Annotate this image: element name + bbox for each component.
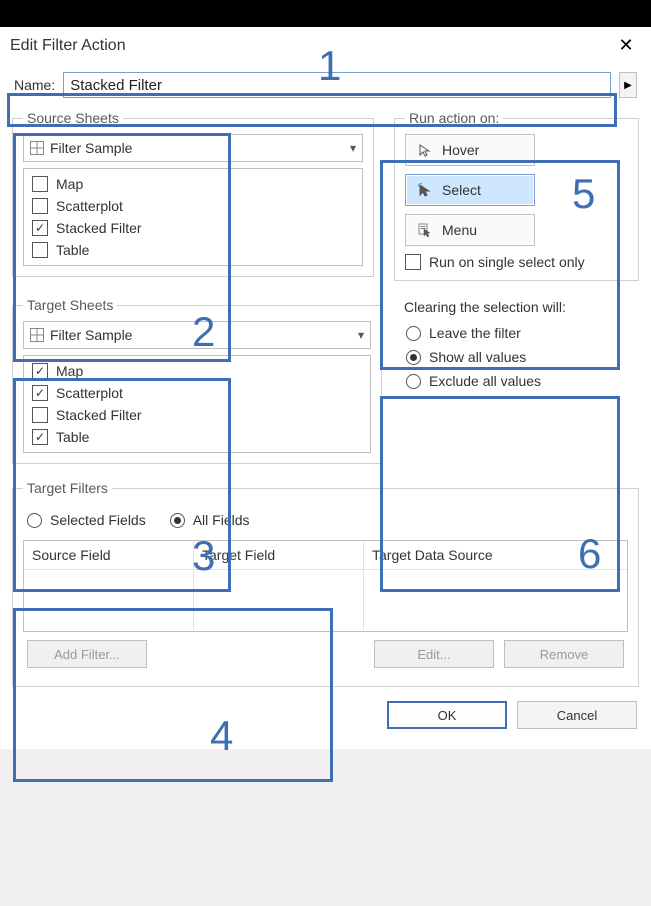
cancel-button[interactable]: Cancel: [517, 701, 637, 729]
checkbox[interactable]: [32, 198, 48, 214]
source-sheets-item[interactable]: Map: [26, 173, 360, 195]
name-menu-arrow-icon[interactable]: ▶: [619, 72, 637, 98]
target-filters-table[interactable]: Source Field Target Field Target Data So…: [23, 540, 628, 632]
titlebar: Edit Filter Action ✕: [0, 27, 651, 66]
run-action-label: Hover: [442, 142, 479, 158]
source-sheets-list: Map Scatterplot Stacked Filter Table: [23, 168, 363, 266]
item-label: Scatterplot: [56, 385, 123, 401]
checkbox[interactable]: [32, 220, 48, 236]
source-workbook-combo[interactable]: Filter Sample ▾: [23, 134, 363, 162]
col-source-field[interactable]: Source Field: [24, 541, 194, 570]
source-sheets-item[interactable]: Stacked Filter: [26, 217, 360, 239]
menu-cursor-icon: [418, 223, 432, 237]
source-sheets-item[interactable]: Scatterplot: [26, 195, 360, 217]
run-action-label: Select: [442, 182, 481, 198]
name-input[interactable]: [63, 72, 611, 98]
workbook-icon: [30, 141, 44, 155]
close-icon[interactable]: ✕: [611, 35, 641, 56]
clearing-group: Clearing the selection will: Leave the f…: [398, 289, 643, 403]
checkbox[interactable]: [32, 385, 48, 401]
add-filter-button[interactable]: Add Filter...: [27, 640, 147, 668]
window-title: Edit Filter Action: [10, 37, 126, 55]
target-filters-group: Target Filters Selected Fields All Fields…: [12, 480, 639, 687]
target-filters-legend: Target Filters: [23, 480, 112, 496]
single-select-checkbox[interactable]: [405, 254, 421, 270]
target-filters-mode[interactable]: Selected Fields: [25, 508, 148, 532]
window-chrome-blackbar: [0, 0, 651, 27]
radio-icon[interactable]: [170, 513, 185, 528]
target-filters-mode[interactable]: All Fields: [168, 508, 252, 532]
dialog: Edit Filter Action ✕ Name: ▶ Source Shee…: [0, 27, 651, 749]
checkbox[interactable]: [32, 429, 48, 445]
item-label: Table: [56, 429, 89, 445]
col-target-datasource[interactable]: Target Data Source: [364, 541, 627, 570]
target-filters-mode-label: All Fields: [193, 512, 250, 528]
workbook-icon: [30, 328, 44, 342]
single-select-label: Run on single select only: [429, 254, 585, 270]
target-filters-mode-label: Selected Fields: [50, 512, 146, 528]
target-sheets-legend: Target Sheets: [23, 297, 117, 313]
run-action-label: Menu: [442, 222, 477, 238]
item-label: Map: [56, 176, 83, 192]
radio-icon[interactable]: [406, 326, 421, 341]
checkbox[interactable]: [32, 363, 48, 379]
dialog-content: Name: ▶ Source Sheets Filter Sample ▾ Ma…: [0, 66, 651, 749]
run-action-menu-button[interactable]: Menu: [405, 214, 535, 246]
radio-icon[interactable]: [406, 374, 421, 389]
target-sheets-item[interactable]: Stacked Filter: [26, 404, 368, 426]
target-sheets-group: Target Sheets Filter Sample ▾ Map Scatter…: [12, 297, 382, 464]
checkbox[interactable]: [32, 407, 48, 423]
single-select-row[interactable]: Run on single select only: [405, 254, 628, 270]
run-action-select-button[interactable]: Select: [405, 174, 535, 206]
hover-cursor-icon: [418, 143, 432, 157]
clearing-title: Clearing the selection will:: [404, 299, 637, 315]
run-action-legend: Run action on:: [405, 110, 503, 126]
clearing-option-label: Show all values: [429, 349, 526, 365]
clearing-option[interactable]: Exclude all values: [404, 369, 637, 393]
source-sheets-legend: Source Sheets: [23, 110, 123, 126]
item-label: Table: [56, 242, 89, 258]
chevron-down-icon: ▾: [358, 328, 364, 342]
run-action-hover-button[interactable]: Hover: [405, 134, 535, 166]
target-filters-mode-row: Selected Fields All Fields: [23, 504, 628, 540]
target-workbook-combo[interactable]: Filter Sample ▾: [23, 321, 371, 349]
source-sheets-item[interactable]: Table: [26, 239, 360, 261]
item-label: Stacked Filter: [56, 220, 142, 236]
name-row: Name: ▶: [8, 66, 643, 102]
select-cursor-icon: [418, 183, 432, 197]
target-sheets-list: Map Scatterplot Stacked Filter Table: [23, 355, 371, 453]
target-sheets-item[interactable]: Scatterplot: [26, 382, 368, 404]
item-label: Scatterplot: [56, 198, 123, 214]
clearing-option[interactable]: Show all values: [404, 345, 637, 369]
run-action-group: Run action on: Hover Select Menu Run on si…: [394, 110, 639, 281]
radio-icon[interactable]: [27, 513, 42, 528]
clearing-option[interactable]: Leave the filter: [404, 321, 637, 345]
source-sheets-group: Source Sheets Filter Sample ▾ Map Scatter…: [12, 110, 374, 277]
target-workbook-label: Filter Sample: [50, 327, 132, 343]
item-label: Map: [56, 363, 83, 379]
radio-icon[interactable]: [406, 350, 421, 365]
chevron-down-icon: ▾: [350, 141, 356, 155]
source-workbook-label: Filter Sample: [50, 140, 132, 156]
dialog-buttons: OK Cancel: [8, 695, 643, 741]
clearing-option-label: Exclude all values: [429, 373, 541, 389]
target-sheets-item[interactable]: Map: [26, 360, 368, 382]
checkbox[interactable]: [32, 242, 48, 258]
name-label: Name:: [14, 77, 55, 93]
target-sheets-item[interactable]: Table: [26, 426, 368, 448]
item-label: Stacked Filter: [56, 407, 142, 423]
checkbox[interactable]: [32, 176, 48, 192]
ok-button[interactable]: OK: [387, 701, 507, 729]
edit-button[interactable]: Edit...: [374, 640, 494, 668]
remove-button[interactable]: Remove: [504, 640, 624, 668]
clearing-option-label: Leave the filter: [429, 325, 521, 341]
col-target-field[interactable]: Target Field: [194, 541, 364, 570]
